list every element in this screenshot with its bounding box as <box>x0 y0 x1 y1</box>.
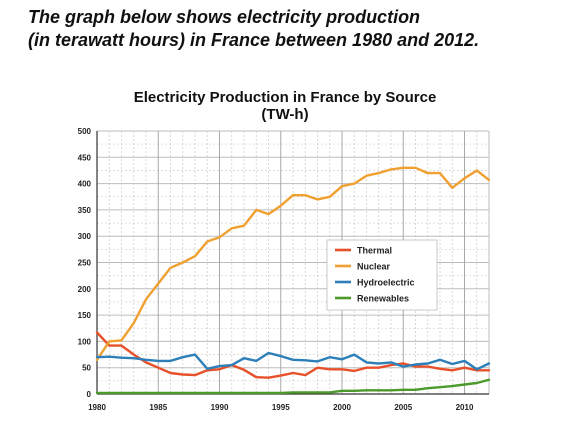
series-lines <box>95 166 491 395</box>
x-tick-label: 2010 <box>456 403 474 412</box>
intro-text: The graph below shows electricity produc… <box>28 6 578 52</box>
legend-label: Hydroelectric <box>357 278 415 288</box>
y-tick-label: 250 <box>78 259 92 268</box>
y-tick-label: 100 <box>78 337 92 346</box>
x-tick-label: 1980 <box>88 403 106 412</box>
y-tick-label: 0 <box>87 390 92 399</box>
y-tick-label: 300 <box>78 232 92 241</box>
legend-label: Renewables <box>357 294 409 304</box>
x-tick-label: 1985 <box>149 403 167 412</box>
y-tick-label: 150 <box>78 311 92 320</box>
x-tick-label: 1995 <box>272 403 290 412</box>
tick-labels: 0 50 100 150 200 250 300 350 400 450 500 1980 1985 19… <box>78 127 474 412</box>
y-tick-label: 500 <box>78 127 92 136</box>
legend-label: Nuclear <box>357 262 391 272</box>
intro-line-2: (in terawatt hours) in France between 19… <box>28 30 480 50</box>
x-tick-label: 2005 <box>394 403 412 412</box>
series-line-renewables <box>95 378 491 395</box>
y-tick-label: 400 <box>78 180 92 189</box>
chart-title-line-1: Electricity Production in France by Sour… <box>133 89 437 106</box>
series-line-thermal <box>95 331 491 379</box>
series-line-hydroelectric <box>95 351 491 371</box>
y-tick-label: 50 <box>82 364 91 373</box>
x-tick-label: 1990 <box>211 403 229 412</box>
legend: Thermal Nuclear Hydroelectric Renewables <box>326 239 438 311</box>
series-line-nuclear <box>95 166 491 361</box>
y-tick-label: 450 <box>78 153 92 162</box>
y-tick-label: 200 <box>78 285 92 294</box>
y-tick-label: 350 <box>78 206 92 215</box>
chart-title: Electricity Production in France by Sour… <box>60 89 510 123</box>
x-tick-label: 2000 <box>333 403 351 412</box>
intro-line-1: The graph below shows electricity produc… <box>28 7 421 27</box>
chart-title-line-2: (TW-h) <box>261 106 309 123</box>
legend-label: Thermal <box>357 246 392 256</box>
